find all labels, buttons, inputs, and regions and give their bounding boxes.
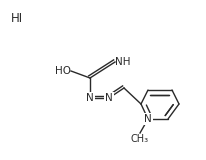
Text: NH: NH xyxy=(115,57,130,67)
Text: N: N xyxy=(86,93,94,103)
Text: HO: HO xyxy=(55,66,71,76)
Text: N: N xyxy=(143,114,151,124)
Text: CH₃: CH₃ xyxy=(130,134,148,144)
Text: N: N xyxy=(105,93,112,103)
Text: HI: HI xyxy=(11,12,23,24)
